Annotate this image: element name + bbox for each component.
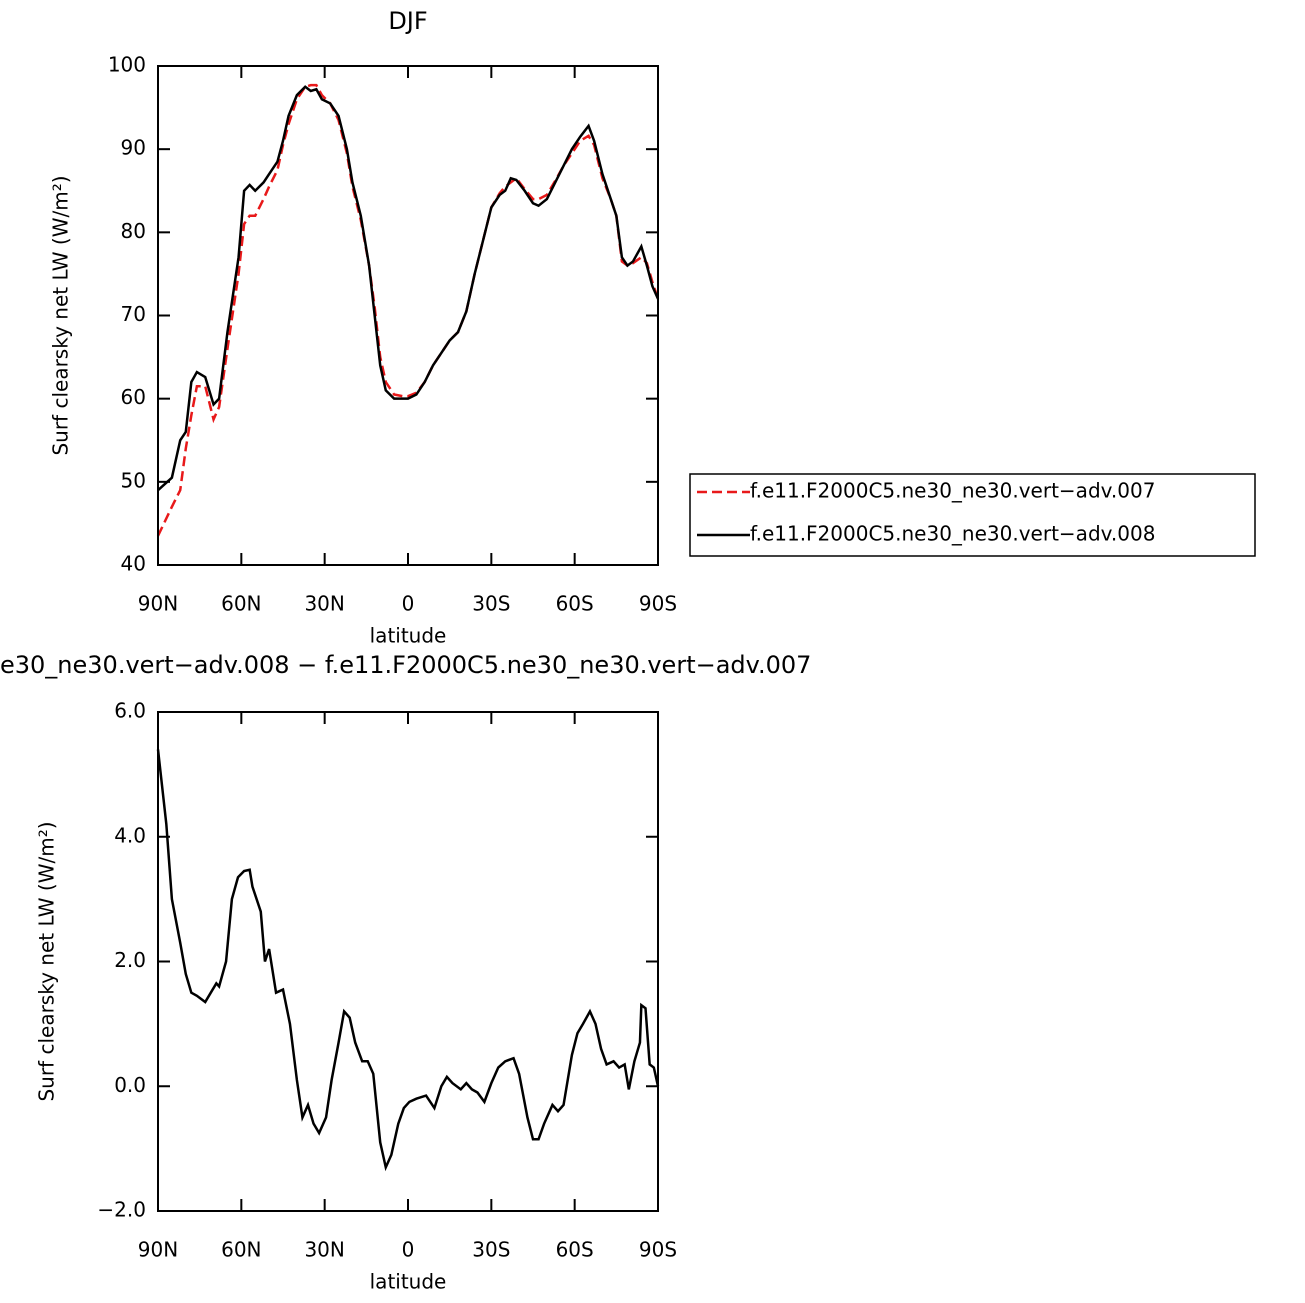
x-tick-label: 60N — [221, 1238, 261, 1262]
x-tick-label: 30N — [304, 592, 344, 616]
plot-frame — [157, 65, 659, 566]
x-tick-label: 0 — [402, 592, 415, 616]
y-tick-label: 6.0 — [114, 699, 146, 723]
x-tick-label: 60N — [221, 592, 261, 616]
plot-frame — [157, 711, 659, 1212]
data-line — [156, 83, 660, 537]
x-axis-label: latitude — [370, 1270, 447, 1294]
y-tick-label: 0.0 — [114, 1073, 146, 1097]
y-tick-label: 2.0 — [114, 948, 146, 972]
legend-label: f.e11.F2000C5.ne30_ne30.vert−adv.008 — [750, 522, 1155, 546]
x-tick-label: 90N — [138, 1238, 178, 1262]
y-tick-label: −2.0 — [97, 1198, 146, 1222]
legend-box — [689, 473, 1256, 557]
x-tick-label: 90N — [138, 592, 178, 616]
chart-title: e30_ne30.vert−adv.008 − f.e11.F2000C5.ne… — [0, 651, 811, 679]
y-tick-label: 70 — [121, 302, 146, 326]
x-tick-label: 90S — [639, 592, 677, 616]
data-line — [157, 85, 660, 492]
y-axis-label: Surf clearsky net LW (W/m²) — [35, 821, 59, 1101]
y-tick-label: 40 — [121, 552, 146, 576]
data-line — [156, 749, 660, 1172]
x-tick-label: 90S — [639, 1238, 677, 1262]
y-tick-label: 4.0 — [114, 823, 146, 847]
x-tick-label: 60S — [556, 1238, 594, 1262]
y-tick-label: 50 — [121, 468, 146, 492]
y-tick-label: 80 — [121, 219, 146, 243]
y-tick-label: 60 — [121, 385, 146, 409]
y-axis-label: Surf clearsky net LW (W/m²) — [49, 175, 73, 455]
y-tick-label: 100 — [108, 53, 146, 77]
chart-title: DJF — [388, 7, 427, 35]
x-tick-label: 30S — [472, 1238, 510, 1262]
x-tick-label: 30N — [304, 1238, 344, 1262]
x-tick-label: 0 — [402, 1238, 415, 1262]
x-axis-label: latitude — [370, 624, 447, 648]
x-tick-label: 30S — [472, 592, 510, 616]
y-tick-label: 90 — [121, 136, 146, 160]
x-tick-label: 60S — [556, 592, 594, 616]
legend-label: f.e11.F2000C5.ne30_ne30.vert−adv.007 — [750, 479, 1155, 503]
